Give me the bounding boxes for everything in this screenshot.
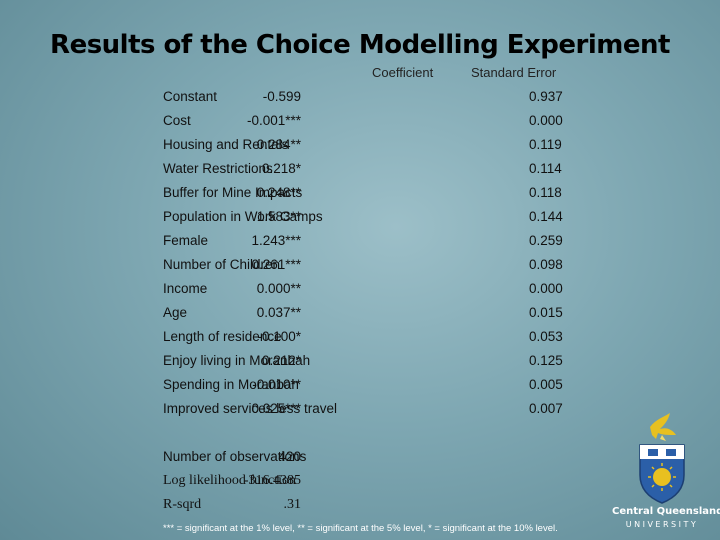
table-row: Cost -0.001*** 0.000 (163, 113, 583, 137)
stat-value: 420 (278, 449, 301, 464)
row-coefficient: 0.212* (261, 353, 301, 368)
table-row: Enjoy living in Moranbah 0.212* 0.125 (163, 353, 583, 377)
row-label: Number of Children (163, 257, 281, 272)
row-label: Age (163, 305, 188, 320)
row-coefficient: -0.599 (262, 89, 301, 104)
row-label: Income (163, 281, 208, 296)
row-label: Population in Work Camps (163, 209, 323, 224)
stat-label: R-sqrd (163, 497, 202, 512)
row-std-error: 0.007 (529, 401, 563, 416)
table-row: Income 0.000** 0.000 (163, 281, 583, 305)
stat-row-log-likelihood: Log likelihood function -316.4385 (163, 473, 583, 497)
table-row: Improved services less travel 0.025*** 0… (163, 401, 583, 425)
row-label: Housing and Rentals (163, 137, 289, 152)
table-row: Population in Work Camps 1.583** 0.144 (163, 209, 583, 233)
row-std-error: 0.119 (529, 137, 562, 152)
row-std-error: 0.053 (529, 329, 563, 344)
row-std-error: 0.015 (529, 305, 563, 320)
std-error-header: Standard Error (471, 65, 557, 80)
table-row: Length of residence -0.100* 0.053 (163, 329, 583, 353)
row-label: Length of residence (163, 329, 282, 344)
row-coefficient: 1.583** (256, 209, 301, 224)
row-coefficient: 0.284** (256, 137, 301, 152)
row-std-error: 0.125 (529, 353, 563, 368)
row-std-error: 0.259 (529, 233, 563, 248)
stat-value: -316.4385 (243, 473, 301, 488)
row-label: Constant (163, 89, 218, 104)
row-coefficient: 0.218* (261, 161, 301, 176)
stat-label: Log likelihood function (163, 473, 296, 488)
row-coefficient: -0.001*** (246, 113, 301, 128)
row-std-error: 0.144 (529, 209, 563, 224)
row-label: Improved services less travel (163, 401, 338, 416)
table-row: Age 0.037** 0.015 (163, 305, 583, 329)
row-label: Water Restrictions (163, 161, 273, 176)
table-row: Female 1.243*** 0.259 (163, 233, 583, 257)
row-label: Cost (163, 113, 191, 128)
table-row: Number of Children 0.261*** 0.098 (163, 257, 583, 281)
row-label: Female (163, 233, 209, 248)
row-coefficient: 0.037** (256, 305, 301, 320)
university-word: UNIVERSITY (625, 520, 699, 529)
table-row: Buffer for Mine Impacts 0.248** 0.118 (163, 185, 583, 209)
coefficient-header: Coefficient (372, 65, 434, 80)
row-coefficient: 0.248** (256, 185, 301, 200)
significance-footnote: *** = significant at the 1% level, ** = … (163, 523, 558, 534)
bird-icon (650, 413, 676, 439)
row-std-error: 0.118 (529, 185, 562, 200)
row-std-error: 0.005 (529, 377, 563, 392)
stat-label: Number of observations (163, 449, 307, 464)
table-row: Constant -0.599 0.937 (163, 89, 583, 113)
table-row: Water Restrictions 0.218* 0.114 (163, 161, 583, 185)
table-row: Spending in Moranbah -0.010** 0.005 (163, 377, 583, 401)
university-crest-logo (639, 413, 685, 504)
row-label: Buffer for Mine Impacts (163, 185, 303, 200)
row-std-error: 0.937 (529, 89, 563, 104)
university-name: Central Queensland (612, 506, 720, 517)
stat-row-observations: Number of observations 420 (163, 449, 583, 473)
row-coefficient: -0.010** (252, 377, 301, 392)
row-coefficient: 1.243*** (251, 233, 301, 248)
row-std-error: 0.000 (529, 113, 563, 128)
row-coefficient: 0.025*** (251, 401, 301, 416)
row-coefficient: -0.100* (257, 329, 301, 344)
row-std-error: 0.000 (529, 281, 563, 296)
sun-icon (653, 468, 671, 486)
row-label: Enjoy living in Moranbah (163, 353, 311, 368)
row-coefficient: 0.000** (256, 281, 301, 296)
row-std-error: 0.098 (529, 257, 563, 272)
row-coefficient: 0.261*** (251, 257, 301, 272)
slide-title: Results of the Choice Modelling Experime… (50, 30, 670, 60)
row-label: Spending in Moranbah (163, 377, 299, 392)
stat-row-r-squared: R-sqrd .31 (163, 497, 583, 521)
row-std-error: 0.114 (529, 161, 562, 176)
stat-value: .31 (283, 497, 302, 512)
table-row: Housing and Rentals 0.284** 0.119 (163, 137, 583, 161)
